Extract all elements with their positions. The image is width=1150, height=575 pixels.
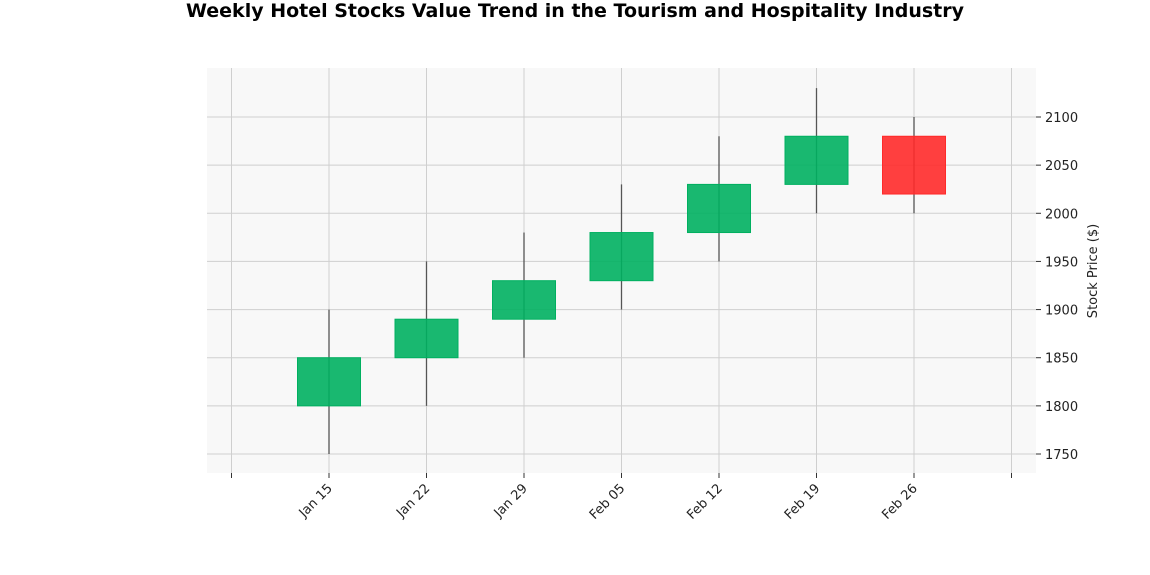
x-tick-label: Feb 19: [782, 481, 824, 523]
y-tick-label: 1900: [1045, 304, 1078, 319]
y-axis-label: Stock Price ($): [1086, 224, 1101, 318]
y-tick-label: 2050: [1045, 159, 1078, 174]
candle-body-down: [882, 135, 946, 195]
candle-body-up: [784, 135, 849, 185]
candles: [297, 88, 946, 454]
x-tick-label: Feb 26: [879, 481, 921, 523]
candle-body-up: [394, 318, 459, 359]
candle-body-up: [297, 357, 361, 407]
candle-body-up: [687, 183, 751, 234]
x-axis-ticks: Jan 15 Jan 22 Jan 29 Feb 05 Feb 12 Feb 19 Feb …: [231, 473, 1012, 523]
x-tick-label: Jan 15: [296, 481, 336, 521]
y-tick-label: 1850: [1045, 352, 1078, 367]
candle-body-up: [492, 280, 556, 320]
x-tick-label: Feb 05: [587, 481, 629, 523]
chart-title: Weekly Hotel Stocks Value Trend in the T…: [186, 0, 964, 22]
candle-body-up: [589, 232, 654, 282]
y-tick-label: 1800: [1045, 400, 1078, 415]
y-axis-ticks: 1750 1800 1850 1900 1950 2000 2050 2100: [1036, 111, 1078, 463]
x-tick-label: Jan 22: [393, 481, 433, 521]
y-tick-label: 1750: [1045, 448, 1078, 463]
y-tick-label: 1950: [1045, 255, 1078, 270]
x-tick-label: Feb 12: [684, 481, 726, 523]
x-tick-label: Jan 29: [491, 481, 531, 521]
y-tick-label: 2000: [1045, 207, 1078, 222]
y-tick-label: 2100: [1045, 111, 1078, 126]
